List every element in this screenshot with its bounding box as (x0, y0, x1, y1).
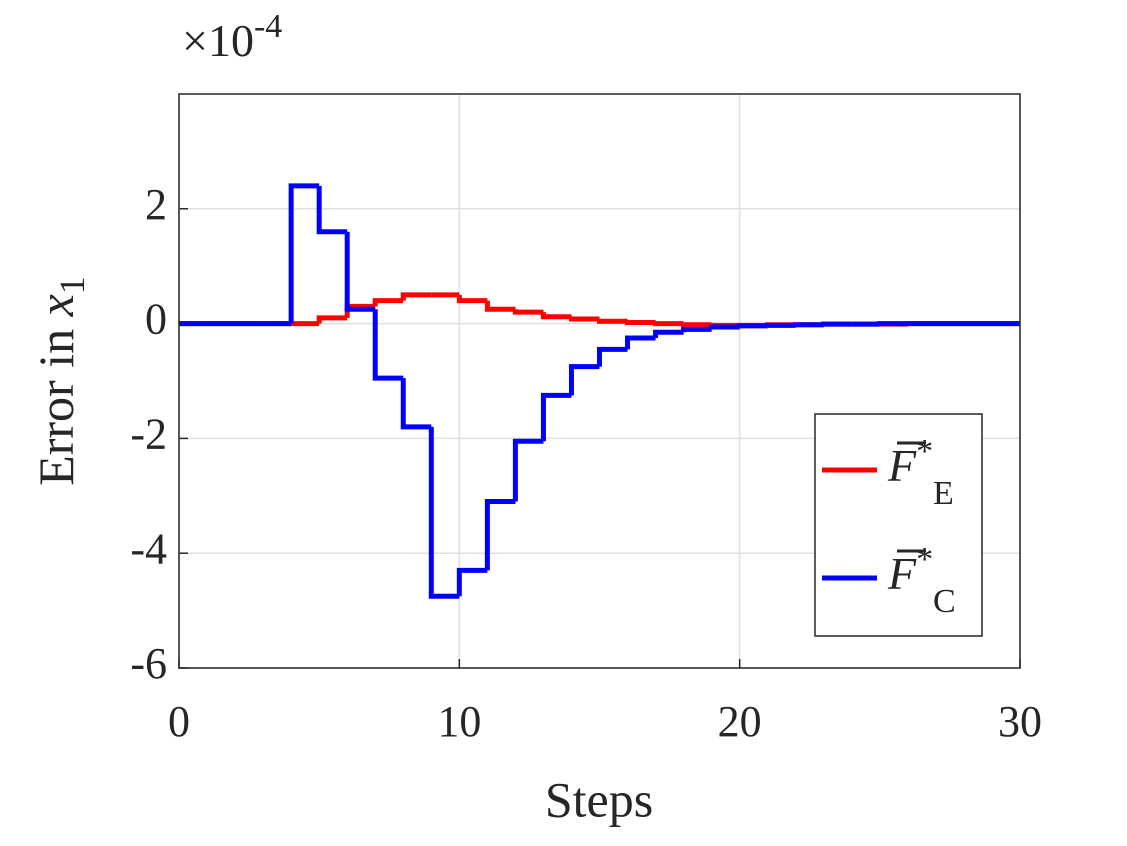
y-label-sub: 1 (52, 276, 92, 294)
step (540, 392, 572, 442)
step (456, 567, 488, 597)
step (821, 321, 852, 327)
step (681, 322, 712, 328)
legend-label: F*E (887, 433, 954, 512)
step (344, 231, 376, 312)
step (540, 312, 572, 320)
step (709, 324, 740, 330)
step (372, 309, 404, 381)
step (512, 438, 544, 502)
step (653, 321, 684, 327)
step (372, 298, 404, 307)
axes-box (178, 93, 1021, 669)
y-tick-label: 2 (145, 180, 167, 229)
step (456, 294, 488, 304)
multiplier-exponent: -4 (254, 8, 282, 45)
y-label-var: x (28, 294, 84, 317)
step (765, 322, 796, 328)
step (625, 335, 656, 350)
step (316, 185, 348, 235)
y-label-text: Error in (28, 316, 84, 485)
step (568, 364, 600, 396)
x-axis-label: Steps (545, 771, 653, 827)
legend-sup: * (916, 541, 933, 578)
step (737, 323, 768, 329)
step (597, 318, 628, 324)
step (400, 378, 432, 430)
legend-box (814, 413, 983, 637)
legend-sub: E (933, 475, 954, 512)
step (597, 346, 628, 367)
step (484, 300, 516, 312)
step (681, 326, 712, 333)
legend-label: F*C (887, 541, 956, 620)
x-tick-label: 10 (437, 697, 481, 746)
step (288, 183, 320, 324)
step (400, 292, 432, 301)
step (512, 309, 544, 315)
y-tick-label: 0 (145, 295, 167, 344)
x-tick-label: 20 (718, 697, 762, 746)
y-tick-label: -2 (130, 409, 167, 458)
legend-sup: * (916, 433, 933, 470)
step (316, 315, 348, 324)
step (428, 426, 460, 599)
x-tick-label: 30 (998, 697, 1042, 746)
step (568, 316, 600, 322)
legend-name: F (887, 548, 917, 599)
y-tick-label: -4 (130, 524, 167, 573)
step (877, 321, 908, 327)
step (793, 322, 824, 328)
step (625, 319, 656, 325)
series (179, 183, 1020, 599)
legend-name: F (887, 440, 917, 491)
multiplier-base: ×10 (182, 15, 254, 66)
legend-sub: C (933, 583, 956, 620)
axis-multiplier: ×10-4 (182, 8, 282, 66)
y-tick-label: -6 (130, 639, 167, 688)
x-tick-label: 0 (168, 697, 190, 746)
legend: F*EF*C (814, 413, 983, 637)
step (484, 499, 516, 571)
step (653, 329, 684, 338)
y-axis-label: Error in x1 (28, 276, 92, 486)
